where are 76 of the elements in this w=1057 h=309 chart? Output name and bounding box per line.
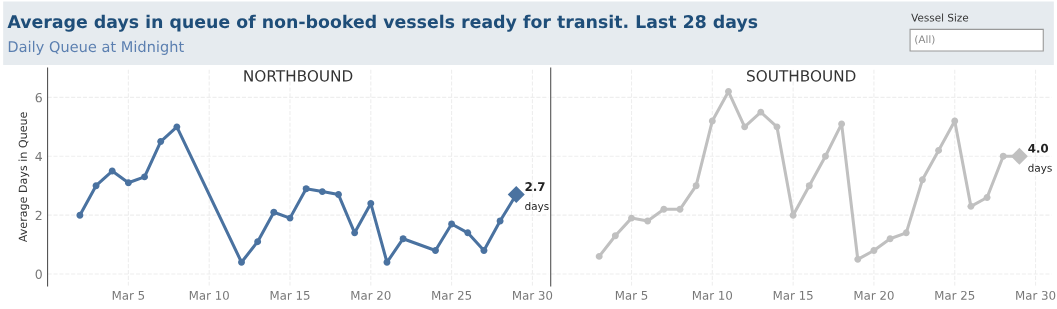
point [595, 252, 603, 260]
x-tick-label: Mar 15 [773, 291, 813, 300]
text: Daily Queue at Midnight [8, 40, 184, 55]
point [318, 188, 326, 196]
point [821, 152, 829, 160]
point [383, 258, 391, 266]
point [302, 185, 310, 193]
x-tick-label: Mar 30 [513, 290, 553, 300]
point [789, 211, 797, 219]
point [886, 235, 894, 243]
annotation: 4.0 [1028, 143, 1049, 153]
x-tick-label: Mar 10 [692, 290, 733, 300]
point [270, 208, 278, 216]
point [335, 191, 342, 199]
point [660, 205, 668, 213]
chart-title: SOUTHBOUND [747, 70, 856, 82]
point [367, 199, 375, 207]
point [628, 214, 635, 222]
point [399, 235, 407, 243]
x-tick-label: Mar 25 [432, 290, 472, 300]
x-tick-label: Mar 15 [270, 291, 310, 300]
x-tick-label: Mar 20 [854, 290, 894, 300]
point [76, 211, 84, 219]
point [507, 186, 525, 204]
point [951, 117, 959, 125]
point [757, 108, 765, 116]
point [464, 229, 472, 237]
point [902, 229, 910, 237]
x-tick-label: Mar 10 [189, 290, 229, 300]
point [805, 182, 813, 190]
annotation: days [1028, 163, 1052, 174]
point [741, 123, 749, 131]
point [238, 258, 245, 266]
point [108, 167, 116, 175]
text: Average days in queue of non-booked vessels ready for transit. Last 28 days [7, 14, 758, 32]
x-tick-label: Mar 20 [351, 290, 391, 300]
x-tick-label: Mar 5 [112, 291, 145, 300]
point [999, 152, 1007, 160]
point [448, 220, 456, 228]
point [838, 120, 846, 128]
point [692, 182, 700, 190]
y-tick-label: 2 [35, 210, 42, 220]
point [611, 232, 619, 240]
x-tick-label: Mar 5 [615, 291, 648, 300]
annotation: 2.7 [525, 182, 545, 191]
chart-title: NORTHBOUND [244, 70, 353, 82]
text: (All) [915, 35, 935, 45]
point [708, 117, 716, 125]
point [918, 176, 926, 184]
point [1010, 147, 1028, 165]
y-tick-label: 4 [35, 151, 42, 162]
point [725, 88, 732, 95]
point [870, 247, 878, 254]
point [124, 179, 132, 187]
y-tick-label: 0 [35, 269, 42, 279]
point [480, 247, 488, 254]
point [854, 255, 862, 263]
point [157, 138, 165, 146]
point [983, 194, 991, 201]
point [173, 123, 181, 131]
point [773, 123, 781, 131]
point [141, 173, 149, 181]
point [967, 202, 975, 210]
y-axis-title: Average Days in Queue [18, 112, 30, 243]
x-tick-label: Mar 25 [935, 290, 975, 300]
y-tick-label: 6 [35, 92, 42, 103]
annotation: days [525, 202, 549, 213]
text: Vessel Size [911, 13, 969, 22]
point [935, 146, 943, 154]
point [676, 205, 684, 213]
x-tick-label: Mar 30 [1016, 290, 1056, 300]
point [644, 217, 652, 225]
point [351, 229, 359, 237]
point [431, 247, 439, 254]
point [254, 238, 262, 246]
point [92, 182, 100, 190]
